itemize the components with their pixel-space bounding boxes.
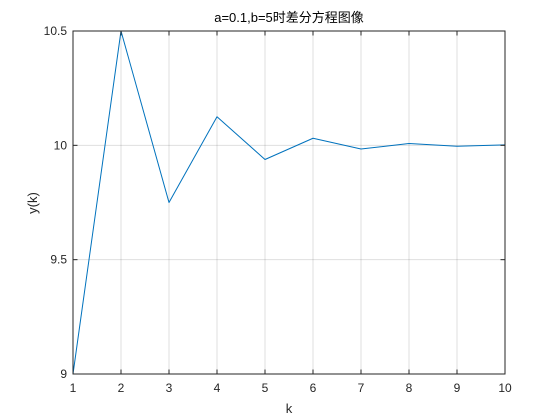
x-tick-label-6: 7: [358, 381, 365, 395]
chart-title: a=0.1,b=5时差分方程图像: [214, 10, 364, 25]
x-tick-label-1: 2: [118, 381, 125, 395]
x-tick-label-2: 3: [166, 381, 173, 395]
y-tick-label-2: 10: [54, 138, 68, 152]
y-axis-label: y(k): [25, 192, 40, 214]
x-tick-label-4: 5: [262, 381, 269, 395]
x-tick-label-0: 1: [70, 381, 77, 395]
plot-area: [73, 31, 505, 374]
series-layer: [72, 30, 506, 375]
x-tick-label-7: 8: [406, 381, 413, 395]
x-axis-label: k: [286, 401, 293, 416]
y-tick-labels: 9 9.5 10 10.5: [44, 24, 68, 381]
series-line-0: [72, 30, 506, 375]
y-tick-label-0: 9: [60, 367, 67, 381]
y-tick-label-1: 9.5: [50, 253, 67, 267]
tick-marks: [72, 30, 506, 375]
x-tick-labels: 1 2 3 4 5 6 7 8 9 10: [70, 381, 512, 395]
y-tick-label-3: 10.5: [44, 24, 68, 38]
x-tick-label-3: 4: [214, 381, 221, 395]
x-tick-label-8: 9: [454, 381, 461, 395]
x-tick-label-5: 6: [310, 381, 317, 395]
axes-box: [72, 30, 506, 375]
x-tick-label-9: 10: [498, 381, 512, 395]
